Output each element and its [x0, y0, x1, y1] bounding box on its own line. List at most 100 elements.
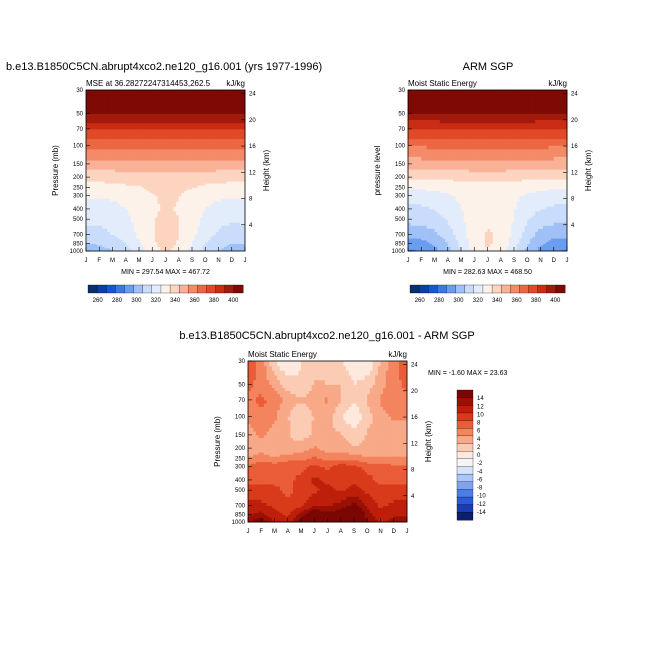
heatmap-cell — [179, 156, 182, 160]
heatmap-cell — [226, 204, 229, 207]
heatmap-cell — [160, 129, 163, 133]
heatmap-cell — [155, 129, 158, 133]
heatmap-cell — [453, 196, 456, 199]
heatmap-cell — [120, 160, 123, 164]
heatmap-cell — [211, 129, 214, 133]
heatmap-cell — [501, 222, 504, 225]
heatmap-cell — [189, 228, 192, 231]
heatmap-cell — [184, 206, 187, 209]
heatmap-cell — [456, 204, 459, 207]
heatmap-cell — [224, 126, 227, 129]
heatmap-cell — [192, 142, 195, 146]
heatmap-cell — [456, 196, 459, 199]
heatmap-cell — [181, 123, 184, 126]
heatmap-cell — [118, 113, 121, 116]
heatmap-cell — [498, 219, 501, 222]
heatmap-cell — [429, 198, 432, 201]
heatmap-cell — [559, 225, 562, 228]
heatmap-cell — [166, 132, 169, 136]
heatmap-cell — [139, 156, 142, 160]
heatmap-cell — [411, 228, 414, 231]
heatmap-cell — [445, 228, 448, 231]
heatmap-cell — [224, 99, 227, 104]
heatmap-cell — [195, 142, 198, 146]
heatmap-cell — [139, 219, 142, 222]
heatmap-cell — [490, 225, 493, 228]
heatmap-cell — [128, 126, 131, 129]
heatmap-cell — [118, 120, 121, 123]
heatmap-cell — [107, 104, 110, 109]
heatmap-cell — [94, 153, 97, 157]
heatmap-cell — [187, 156, 190, 160]
heatmap-cell — [110, 149, 113, 153]
heatmap-cell — [195, 135, 198, 139]
heatmap-cell — [152, 90, 155, 95]
heatmap-cell — [203, 139, 206, 143]
heatmap-cell — [200, 232, 203, 235]
heatmap-cell — [126, 109, 129, 114]
heatmap-cell — [136, 145, 139, 149]
heatmap-cell — [535, 232, 538, 235]
heatmap-cell — [120, 198, 123, 201]
heatmap-cell — [158, 174, 161, 177]
heatmap-cell — [89, 169, 92, 172]
x-tick-label: O — [203, 258, 208, 264]
heatmap-cell — [205, 95, 208, 100]
y-tick-label: 700 — [73, 233, 84, 239]
heatmap-cell — [131, 222, 134, 225]
heatmap-cell — [176, 156, 179, 160]
heatmap-cell — [115, 206, 118, 209]
heatmap-cell — [458, 201, 461, 204]
heatmap-cell — [224, 222, 227, 225]
heatmap-cell — [474, 219, 477, 222]
heatmap-cell — [150, 142, 153, 146]
heatmap-cell — [97, 174, 100, 177]
heatmap-cell — [240, 174, 243, 177]
heatmap-cell — [118, 206, 121, 209]
heatmap-cell — [226, 113, 229, 116]
heatmap-cell — [192, 201, 195, 204]
heatmap-cell — [150, 156, 153, 160]
heatmap-cell — [150, 219, 153, 222]
heatmap-cell — [421, 222, 424, 225]
heatmap-cell — [123, 135, 126, 139]
heatmap-cell — [120, 228, 123, 231]
heatmap-cell — [216, 113, 219, 116]
heatmap-cell — [110, 117, 113, 120]
heatmap-cell — [200, 164, 203, 167]
figure-title-top: b.e13.B1850C5CN.abrupt4xco2.ne120_g16.00… — [6, 61, 322, 73]
heatmap-cell — [464, 225, 467, 228]
heatmap-cell — [224, 109, 227, 114]
x-tick-label: J — [164, 258, 167, 264]
heatmap-cell — [411, 222, 414, 225]
heatmap-cell — [184, 132, 187, 136]
heatmap-cell — [195, 169, 198, 172]
heatmap-cell — [234, 228, 237, 231]
heatmap-cell — [197, 225, 200, 228]
heatmap-cell — [110, 164, 113, 167]
heatmap-cell — [229, 167, 232, 170]
heatmap-cell — [237, 167, 240, 170]
heatmap-cell — [208, 204, 211, 207]
heatmap-cell — [216, 198, 219, 201]
heatmap-cell — [152, 142, 155, 146]
heatmap-cell — [118, 95, 121, 100]
heatmap-cell — [173, 232, 176, 235]
heatmap-cell — [474, 225, 477, 228]
heatmap-cell — [168, 204, 171, 207]
heatmap-cell — [118, 232, 121, 235]
heatmap-cell — [219, 99, 222, 104]
heatmap-cell — [200, 129, 203, 133]
heatmap-cell — [163, 196, 166, 199]
heatmap-cell — [187, 232, 190, 235]
heatmap-cell — [150, 129, 153, 133]
heatmap-cell — [197, 132, 200, 136]
heatmap-cell — [189, 145, 192, 149]
heatmap-cell — [440, 219, 443, 222]
heatmap-cell — [118, 174, 121, 177]
heatmap-cell — [189, 123, 192, 126]
heatmap-cell — [184, 95, 187, 100]
heatmap-cell — [163, 139, 166, 143]
heatmap-cell — [184, 135, 187, 139]
heatmap-cell — [413, 225, 416, 228]
